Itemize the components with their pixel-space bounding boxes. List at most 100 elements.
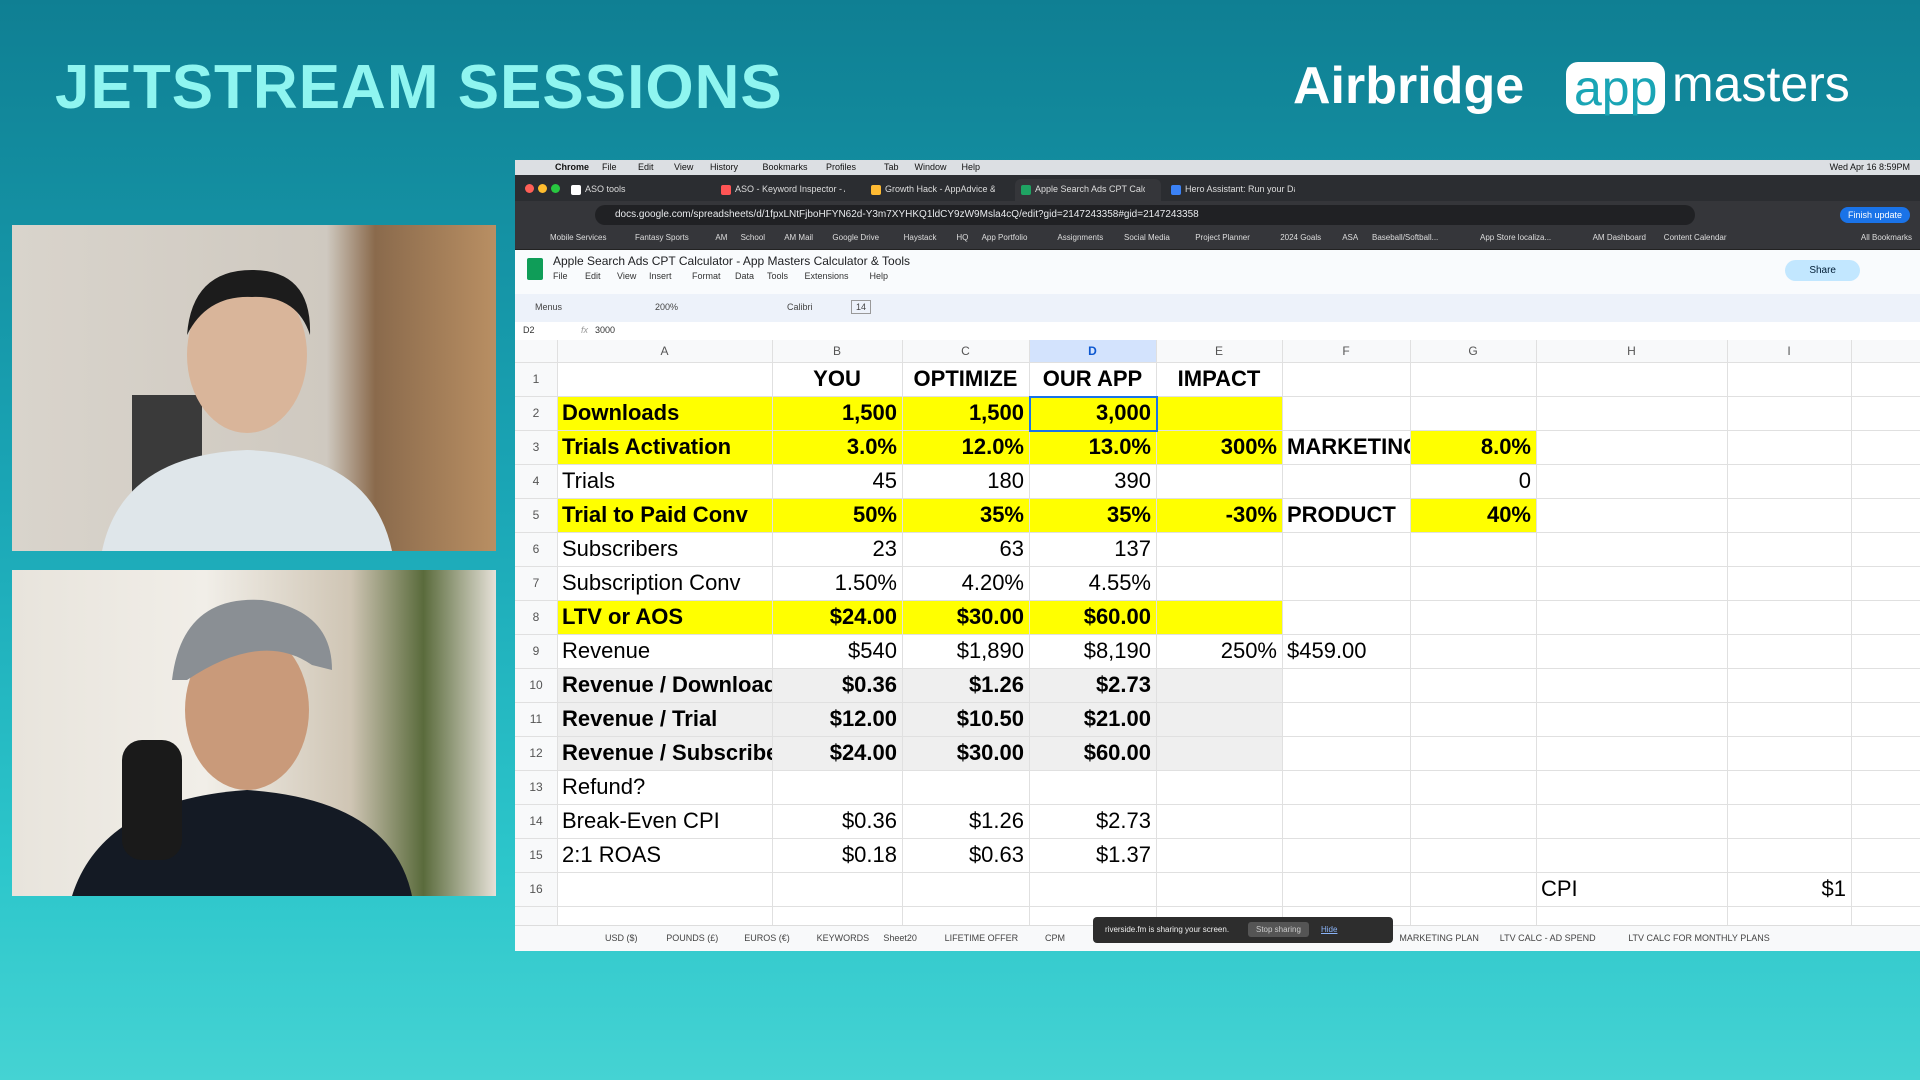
tab-title: Hero Assistant: Run your Da [1185,184,1295,194]
row-number: 2 [532,406,540,420]
bookmark[interactable]: Content Calendar [1663,233,1727,242]
bookmark[interactable]: Mobile Services [550,233,607,242]
sheet-tab[interactable]: MARKETING PLAN [1399,933,1479,943]
menu-item[interactable]: View [674,162,694,172]
bookmark[interactable]: All Bookmarks [1860,233,1912,242]
cell-fill [1156,702,1282,736]
browser-tab[interactable]: ASO - Keyword Inspector - A [715,179,861,201]
browser-tab[interactable]: ASO tools [565,179,711,201]
browser-tab[interactable]: Growth Hack - AppAdvice & [865,179,1011,201]
cell: 4.55% [1088,570,1151,595]
sheet-tab[interactable]: EUROS (€) [744,933,790,943]
window-button[interactable] [525,184,534,193]
menu-item[interactable]: Profiles [826,162,857,172]
docs-menu[interactable]: Help [869,271,889,281]
bookmark[interactable]: Fantasy Sports [635,233,689,242]
sheet-tab[interactable]: USD ($) [605,933,638,943]
cell: $21.00 [1083,706,1151,731]
cell: 3,000 [1095,400,1151,425]
sheet-tab[interactable]: LTV CALC FOR MONTHLY PLANS [1628,933,1770,943]
window-button[interactable] [551,184,560,193]
cell: 4.20% [961,570,1024,595]
bookmark[interactable]: AM Mail [784,233,814,242]
docs-menu[interactable]: Extensions [804,271,849,281]
menu-item[interactable]: Chrome [555,162,590,172]
cell-fill [772,430,902,464]
bookmark[interactable]: ASA [1342,233,1359,242]
cell-fill [1029,702,1156,736]
bookmark[interactable]: Social Media [1124,233,1170,242]
menu-item[interactable]: Tab [884,162,899,172]
cell: MARKETING [1287,434,1421,459]
browser-tab[interactable]: Apple Search Ads CPT Calcu [1015,179,1161,201]
tab-icon [871,185,881,195]
bookmark[interactable]: Google Drive [832,233,880,242]
bookmarks-bar: Mobile Services Fantasy Sports AM School AM … [515,229,1920,250]
menu-item[interactable]: File [602,162,617,172]
zoom[interactable]: 200% [655,302,679,312]
bookmark[interactable]: Project Planner [1195,233,1250,242]
sheet-tab[interactable]: CPM [1045,933,1065,943]
grid-line [515,906,1920,907]
cell: 0 [1518,468,1531,493]
tab-strip: ASO tools ASO - Keyword Inspector - A Grow… [515,175,1920,201]
menu-item[interactable]: Help [961,162,981,172]
menu-item[interactable]: Window [914,162,947,172]
bookmark[interactable]: Haystack [903,233,937,242]
cell-fill [557,498,772,532]
docs-menu[interactable]: Data [735,271,755,281]
sheet-tab[interactable]: POUNDS (£) [666,933,719,943]
grid-line [1282,340,1283,940]
sheet-tab[interactable]: LIFETIME OFFER [944,933,1019,943]
bookmark[interactable]: Assignments [1057,233,1104,242]
docs-menu[interactable]: Format [692,271,721,281]
cell: 35% [1106,502,1151,527]
bookmark[interactable]: AM Dashboard [1592,233,1646,242]
grid-line [1410,340,1411,940]
grid-line [515,600,1920,601]
docs-menu[interactable]: File [553,271,568,281]
row-number: 1 [532,372,540,386]
docs-menu[interactable]: Tools [767,271,789,281]
tab-title: Apple Search Ads CPT Calcu [1035,184,1145,194]
row-number: 10 [529,678,543,692]
browser-tab[interactable]: Hero Assistant: Run your Da [1165,179,1311,201]
url[interactable]: docs.google.com/spreadsheets/d/1fpxLNtFj… [615,209,1199,220]
bookmark[interactable]: HQ [956,233,969,242]
font-size[interactable]: 14 [851,300,872,314]
bookmark[interactable]: Baseball/Softball... [1372,233,1439,242]
grid-line [1156,340,1157,940]
update-button[interactable]: Finish update [1839,207,1910,223]
cell: $0.36 [841,672,897,697]
cell-fill [1029,736,1156,770]
bookmark[interactable]: School [740,233,766,242]
menu-item[interactable]: Edit [638,162,654,172]
window-button[interactable] [538,184,547,193]
bookmark[interactable]: 2024 Goals [1280,233,1322,242]
clock: Wed Apr 16 8:59PM [1829,162,1910,172]
stop-sharing-button[interactable]: Stop sharing [1248,922,1309,937]
docs-menu[interactable]: Edit [585,271,601,281]
cell-fill [902,668,1029,702]
grid-line [515,430,1920,431]
docs-menu[interactable]: Insert [649,271,672,281]
cell: 63 [999,536,1024,561]
cell: CPI [1541,876,1578,901]
webcam-figure [72,599,412,896]
bookmark[interactable]: App Store localiza... [1480,233,1552,242]
search-menus[interactable]: Menus [535,302,563,312]
sheet-tab[interactable]: Sheet20 [883,933,917,943]
bookmark[interactable]: App Portfolio [981,233,1028,242]
grid-line [515,702,1920,703]
docs-menu[interactable]: View [617,271,637,281]
hide-button[interactable]: Hide [1321,925,1338,934]
menu-item[interactable]: Bookmarks [762,162,808,172]
menu-item[interactable]: History [710,162,739,172]
cell-fill [1156,600,1282,634]
sheet-tab[interactable]: KEYWORDS [816,933,870,943]
cell-fill [1156,430,1282,464]
font-name[interactable]: Calibri [787,302,813,312]
share-button[interactable]: Share [1785,260,1860,281]
sheet-tab[interactable]: LTV CALC - AD SPEND [1499,933,1596,943]
bookmark[interactable]: AM [715,233,728,242]
